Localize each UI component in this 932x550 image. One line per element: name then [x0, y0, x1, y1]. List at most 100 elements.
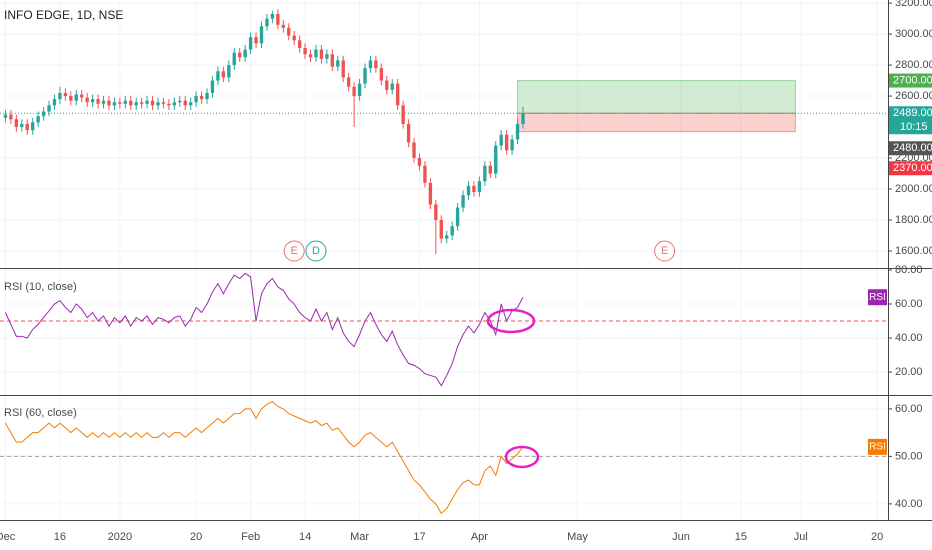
candle-body	[20, 123, 24, 128]
candle-body	[129, 100, 133, 106]
candle-body	[25, 123, 29, 131]
candle-body	[145, 100, 149, 104]
candle-body	[504, 134, 509, 151]
candle-body	[243, 49, 247, 58]
event-marker	[305, 240, 327, 262]
candle-body	[396, 83, 400, 106]
candle-body	[254, 37, 258, 44]
x-tick-label: Dec	[0, 531, 16, 543]
x-tick-label: May	[567, 531, 588, 543]
candle-body	[308, 54, 313, 58]
candle-body	[461, 195, 465, 208]
price-tag	[889, 73, 932, 88]
y-tick-label: 2600.00	[895, 90, 932, 102]
price-tag	[889, 141, 932, 156]
candle-body	[270, 13, 275, 19]
candle-body	[488, 165, 492, 174]
candle-body	[428, 182, 433, 205]
x-tick-label: Mar	[350, 531, 369, 543]
candle-body	[374, 60, 378, 69]
y-tick-label: 2800.00	[895, 59, 932, 71]
event-label: E	[661, 245, 668, 257]
candle-body	[379, 68, 384, 81]
y-tick-label: 60.00	[895, 403, 923, 415]
candle-body	[281, 24, 285, 28]
candle-body	[194, 96, 198, 103]
candle-body	[515, 123, 520, 140]
price-tag	[889, 161, 932, 176]
candle-body	[47, 105, 51, 112]
candle-body	[232, 52, 236, 66]
candle-body	[14, 119, 19, 128]
legend-entry: RSI (10, close)	[4, 281, 77, 293]
event-marker	[654, 240, 676, 262]
candle-body	[183, 100, 187, 106]
x-tick-label: Apr	[471, 531, 488, 543]
price-tag-label: 2480.00	[893, 142, 932, 154]
x-tick-label: Jun	[672, 531, 690, 543]
candle-body	[96, 99, 100, 104]
y-tick-label: 80.00	[895, 264, 923, 276]
candle-body	[483, 165, 487, 182]
x-tick-label: 15	[735, 531, 747, 543]
candle-body	[3, 114, 8, 118]
x-tick-label: 16	[54, 531, 66, 543]
candle-body	[314, 49, 318, 58]
legend-entry: RSI (60, close)	[4, 407, 77, 419]
chart-title: INFO EDGE, 1D, NSE	[4, 8, 123, 22]
stop-zone	[517, 112, 796, 133]
candle-body	[69, 96, 73, 101]
candle-body	[390, 83, 394, 90]
candle-body	[9, 114, 13, 120]
candle-body	[494, 145, 498, 174]
candle-body	[107, 100, 111, 106]
candle-body	[161, 102, 166, 104]
candle-body	[303, 48, 307, 55]
candle-body	[439, 219, 443, 239]
candle-body	[352, 86, 356, 97]
candle-body	[434, 204, 438, 220]
candle-body	[63, 92, 68, 97]
price-tag	[889, 106, 932, 135]
candle-body	[188, 102, 193, 106]
candle-body	[248, 37, 253, 50]
candle-body	[74, 94, 78, 101]
candle-body	[227, 65, 231, 78]
rsi-tag-label: RSI	[869, 292, 886, 303]
price-tag-label: 2370.00	[893, 162, 932, 174]
event-marker	[283, 240, 305, 262]
annotation-circle	[486, 308, 536, 334]
candle-body	[363, 68, 367, 84]
candle-body	[167, 103, 171, 106]
y-tick-label: 50.00	[895, 450, 923, 462]
candle-body	[466, 185, 471, 196]
candle-body	[445, 235, 449, 239]
candle-body	[156, 102, 160, 106]
candle-body	[276, 13, 280, 25]
candle-body	[319, 49, 324, 59]
candle-body	[423, 165, 427, 183]
candle-body	[112, 102, 117, 106]
candle-body	[385, 80, 389, 90]
x-tick-label: 17	[413, 531, 425, 543]
y-tick-label: 40.00	[895, 332, 923, 344]
y-tick-label: 1800.00	[895, 214, 932, 226]
y-tick-label: 2000.00	[895, 183, 932, 195]
candle-body	[36, 116, 40, 123]
candle-body	[287, 27, 291, 36]
x-tick-label: 20	[190, 531, 202, 543]
candle-body	[346, 77, 351, 87]
annotation-circle	[504, 445, 540, 469]
target-zone	[517, 80, 796, 114]
candle-body	[101, 100, 106, 104]
x-tick-label: Jul	[794, 531, 808, 543]
candle-body	[199, 96, 204, 100]
rsi-line	[5, 401, 524, 515]
candle-body	[90, 99, 95, 103]
candle-body	[336, 60, 340, 67]
x-tick-label: 20	[871, 531, 883, 543]
x-tick-label: 2020	[108, 531, 132, 543]
event-label: D	[312, 245, 320, 257]
